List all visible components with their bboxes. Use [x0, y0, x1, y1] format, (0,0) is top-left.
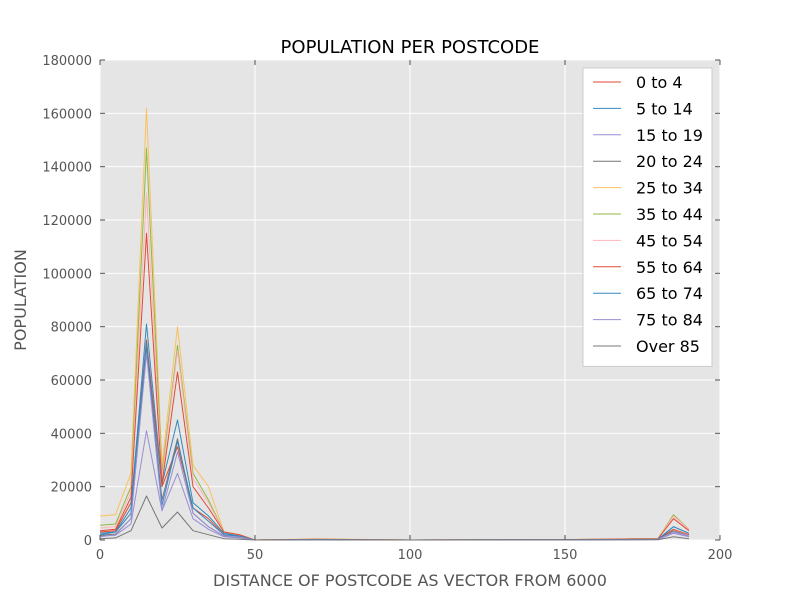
x-tick-label: 200 [708, 548, 733, 563]
y-tick-label: 20000 [51, 481, 92, 496]
y-tick-label: 140000 [42, 161, 92, 176]
legend-label: 55 to 64 [636, 258, 703, 277]
legend-label: 5 to 14 [636, 99, 693, 118]
legend-box [582, 67, 713, 367]
legend-label: 25 to 34 [636, 179, 703, 198]
y-tick-label: 160000 [42, 107, 92, 122]
legend-label: 75 to 84 [636, 311, 703, 330]
y-axis-label: POPULATION [11, 249, 30, 351]
y-tick-label: 120000 [42, 214, 92, 229]
legend-label: 0 to 4 [636, 73, 683, 92]
legend-label: 20 to 24 [636, 152, 703, 171]
y-tick-label: 80000 [51, 321, 92, 336]
y-tick-label: 100000 [42, 267, 92, 282]
series-lines [99, 107, 690, 541]
y-tick-label: 40000 [51, 427, 92, 442]
legend-label: 45 to 54 [636, 231, 703, 250]
legend-label: 15 to 19 [636, 126, 703, 145]
legend-label: 35 to 44 [636, 205, 703, 224]
y-tick-label: 0 [84, 534, 92, 549]
x-tick-label: 0 [96, 548, 104, 563]
y-tick-label: 180000 [42, 54, 92, 69]
x-tick-label: 100 [398, 548, 423, 563]
chart-title: POPULATION PER POSTCODE [281, 37, 540, 58]
grid [99, 59, 721, 541]
x-tick-label: 50 [247, 548, 264, 563]
legend: 0 to 4 5 to 14 15 to 19 20 to 24 25 to 34 35 … [582, 67, 713, 367]
series-line-11 [99, 495, 690, 541]
y-tick-label: 60000 [51, 374, 92, 389]
axis-ticks: 0 50 100 150 200 0 20000 40000 60000 80000 100000 1… [42, 54, 732, 563]
x-tick-label: 150 [553, 548, 578, 563]
legend-label: 65 to 74 [636, 284, 703, 303]
x-axis-label: DISTANCE OF POSTCODE AS VECTOR FROM 6000 [213, 571, 607, 590]
legend-label: Over 85 [636, 337, 700, 356]
